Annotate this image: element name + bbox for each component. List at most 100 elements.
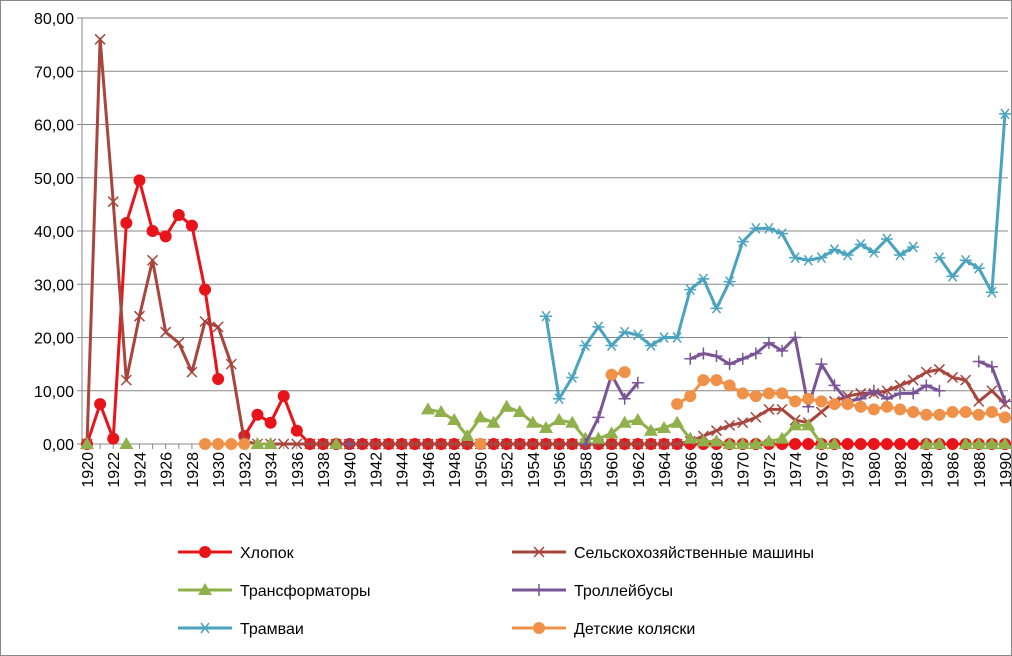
x-tick-label: 1976: [814, 452, 831, 488]
point: [264, 416, 277, 429]
point: [867, 438, 880, 450]
legend-marker: [198, 583, 212, 595]
point: [946, 406, 959, 419]
legend-label: Трансформаторы: [240, 583, 370, 600]
point: [880, 400, 893, 413]
point: [592, 321, 605, 333]
point: [383, 438, 395, 450]
point: [697, 374, 710, 387]
point: [420, 402, 435, 415]
series: [81, 33, 1011, 450]
point: [986, 385, 998, 397]
point: [159, 230, 172, 243]
point: [841, 398, 854, 411]
point: [684, 390, 697, 403]
point: [946, 438, 959, 450]
point: [317, 438, 329, 450]
point: [696, 434, 711, 447]
x-tick-label: 1964: [657, 452, 674, 488]
point: [919, 437, 934, 449]
point: [499, 399, 514, 412]
legend-label: Хлопок: [240, 545, 295, 562]
point: [120, 374, 132, 386]
point: [329, 437, 344, 449]
point: [683, 431, 698, 444]
point: [959, 254, 972, 266]
point: [250, 437, 265, 449]
series: [80, 399, 1012, 449]
legend-marker: [199, 622, 211, 634]
point: [710, 350, 723, 363]
point: [80, 437, 94, 449]
point: [985, 286, 998, 298]
point: [460, 429, 475, 442]
point: [304, 438, 316, 450]
x-tick-label: 1922: [106, 452, 123, 488]
point: [814, 437, 829, 449]
point: [658, 332, 671, 343]
point: [552, 413, 567, 426]
point: [750, 411, 762, 423]
point: [815, 406, 827, 418]
point: [985, 360, 998, 373]
point: [907, 387, 920, 400]
point: [802, 254, 815, 266]
point: [998, 437, 1012, 449]
point: [736, 236, 749, 248]
point: [501, 438, 513, 450]
point: [933, 363, 945, 375]
point: [762, 222, 775, 234]
point: [722, 437, 737, 449]
legend-label: Трамваи: [240, 621, 304, 638]
point: [710, 374, 723, 387]
point: [894, 249, 907, 261]
point: [920, 408, 933, 421]
point: [802, 438, 815, 450]
point: [657, 421, 672, 434]
point: [946, 270, 959, 282]
point: [736, 352, 749, 365]
point: [958, 437, 973, 449]
point: [619, 438, 631, 450]
point: [985, 406, 998, 419]
point: [356, 438, 368, 450]
point: [815, 395, 828, 408]
point: [960, 374, 972, 386]
legend-marker: [533, 622, 545, 634]
point: [618, 326, 631, 338]
point: [94, 33, 106, 45]
point: [828, 379, 841, 392]
point: [788, 418, 803, 431]
point: [539, 421, 553, 434]
point: [854, 400, 867, 413]
point: [947, 371, 959, 383]
point: [290, 424, 303, 437]
x-tick-label: 1982: [893, 452, 910, 488]
x-tick-label: 1934: [264, 452, 281, 488]
x-tick-label: 1940: [342, 452, 359, 488]
point: [133, 310, 145, 322]
point: [802, 392, 815, 405]
x-tick-label: 1952: [500, 452, 517, 488]
point: [762, 336, 775, 349]
point: [736, 387, 749, 400]
y-tick-label: 50,00: [34, 171, 74, 188]
point: [473, 410, 488, 423]
point: [238, 438, 251, 450]
point: [525, 415, 540, 428]
point: [225, 438, 238, 450]
x-tick-label: 1966: [683, 452, 700, 488]
point: [761, 434, 776, 447]
point: [789, 438, 802, 450]
y-tick-label: 0,00: [43, 437, 74, 454]
point: [225, 358, 237, 370]
x-tick-label: 1968: [709, 452, 726, 488]
point: [776, 403, 788, 415]
x-tick-label: 1930: [211, 452, 228, 488]
x-tick-label: 1924: [132, 452, 149, 488]
point: [907, 438, 920, 450]
point: [920, 366, 932, 378]
point: [422, 438, 434, 450]
point: [119, 437, 134, 449]
point: [579, 438, 592, 450]
